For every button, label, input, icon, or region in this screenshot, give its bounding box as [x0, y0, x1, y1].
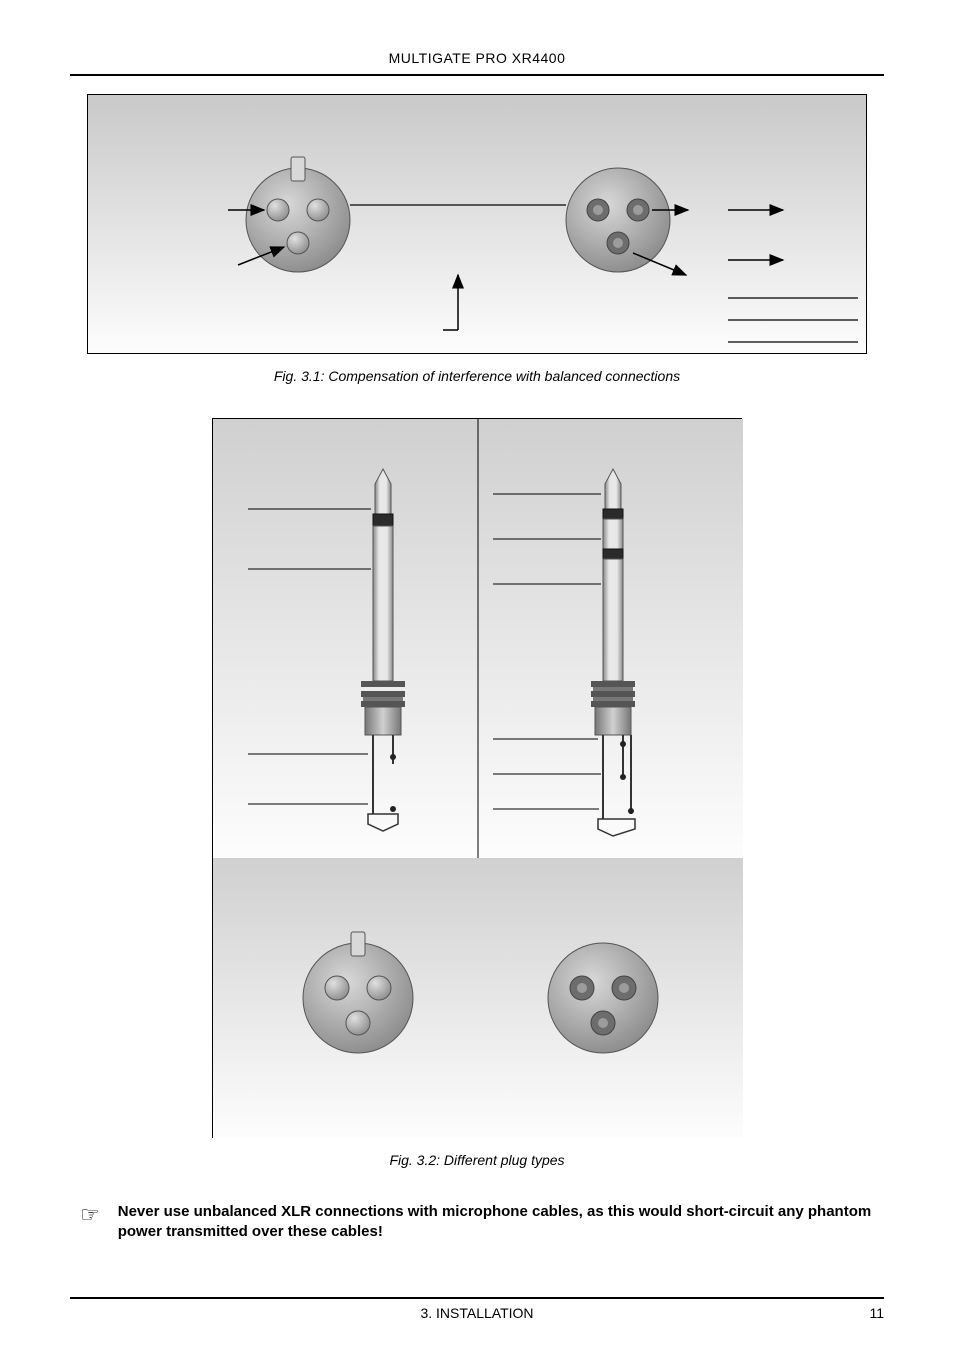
header-rule — [70, 74, 884, 76]
page-footer: 3. INSTALLATION 11 — [70, 1297, 884, 1321]
xlr-male-plug — [548, 943, 658, 1053]
footer-section: 3. INSTALLATION — [110, 1305, 844, 1321]
figure-3-2-top-box — [212, 418, 742, 858]
warning-text: Never use unbalanced XLR connections wit… — [118, 1202, 874, 1243]
figure-3-1-caption: Fig. 3.1: Compensation of interference w… — [70, 368, 884, 384]
pointing-hand-icon: ☞ — [80, 1202, 100, 1228]
xlr-male-connector — [566, 168, 670, 272]
figure-3-1-box — [87, 94, 867, 354]
figure-3-2-caption: Fig. 3.2: Different plug types — [70, 1152, 884, 1168]
figure-3-2-top-svg — [213, 419, 743, 859]
figure-3-2-bottom-box — [212, 858, 742, 1138]
footer-page-number: 11 — [844, 1305, 884, 1321]
footer-rule — [70, 1297, 884, 1299]
footer-left-spacer — [70, 1305, 110, 1321]
figure-3-2-bottom-svg — [213, 858, 743, 1138]
header-title: MULTIGATE PRO XR4400 — [70, 50, 884, 66]
figure-3-1-svg — [88, 95, 867, 354]
warning-note: ☞ Never use unbalanced XLR connections w… — [70, 1202, 884, 1243]
